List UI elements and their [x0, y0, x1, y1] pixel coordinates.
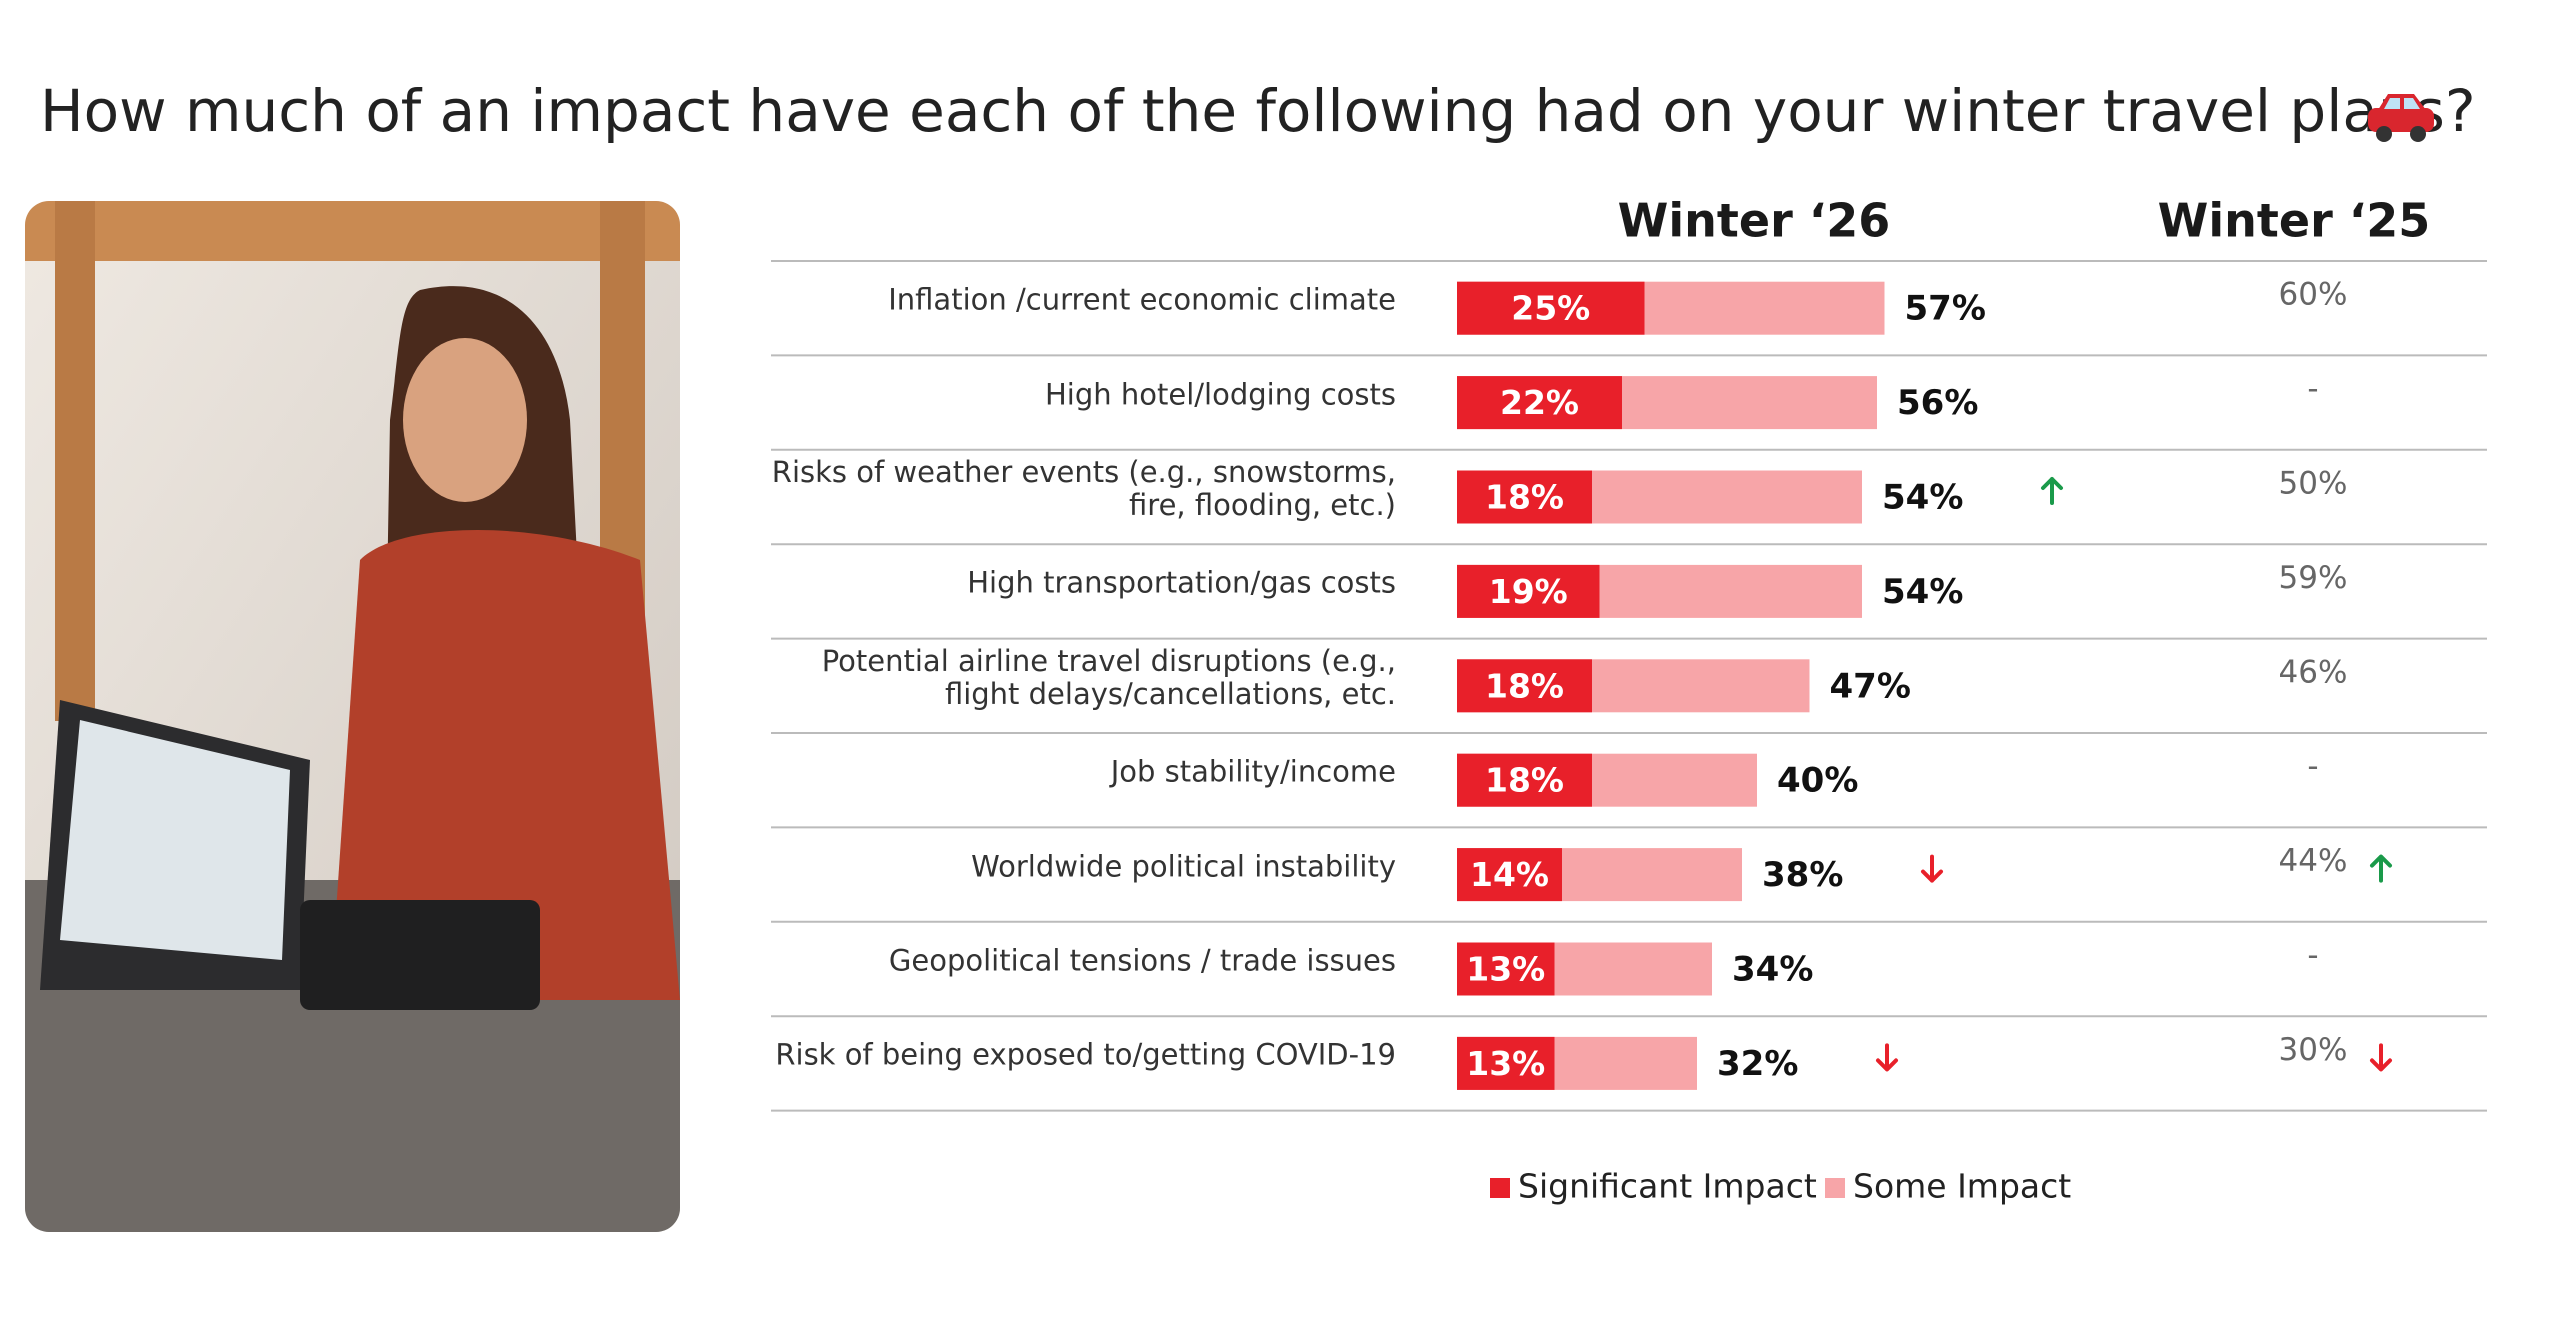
data-label: 56% [1897, 383, 1978, 423]
data-label: 38% [1762, 855, 1843, 895]
category-label: Potential airline travel disruptions (e.… [821, 643, 1396, 711]
data-label: 40% [1777, 761, 1858, 801]
data-label: 54% [1882, 572, 1963, 612]
category-label: Worldwide political instability [971, 849, 1396, 884]
car-icon [2368, 94, 2434, 142]
chart-title: How much of an impact have each of the f… [40, 77, 2476, 145]
category-label: Job stability/income [1110, 754, 1396, 789]
column-header: Winter ‘26 [1618, 194, 1891, 248]
trend-arrow [1876, 1043, 1898, 1072]
comparison-value: 59% [2279, 560, 2348, 596]
bar [1457, 564, 1600, 618]
comparison-value: - [2307, 938, 2318, 974]
data-label: 14% [1470, 855, 1549, 894]
data-label: 32% [1717, 1044, 1798, 1084]
comparison-value: 60% [2279, 277, 2348, 313]
data-label: 22% [1500, 383, 1579, 422]
bar [1457, 470, 1592, 524]
bar [1457, 942, 1555, 996]
trend-arrow [2041, 477, 2063, 505]
bar [1457, 376, 1622, 430]
category-label: Risk of being exposed to/getting COVID-1… [775, 1037, 1396, 1072]
data-label: 34% [1732, 950, 1813, 990]
bar [1457, 753, 1592, 807]
photo [25, 201, 680, 1232]
legend-label: Some Impact [1853, 1167, 2071, 1206]
data-label: 54% [1882, 478, 1963, 518]
data-label: 13% [1466, 1044, 1545, 1083]
bar [1457, 281, 1645, 335]
legend-label: Significant Impact [1518, 1167, 1817, 1206]
bar [1457, 659, 1592, 713]
trend-arrow [2370, 854, 2392, 883]
data-label: 57% [1905, 289, 1986, 329]
trend-arrow [2370, 1043, 2392, 1072]
data-label: 18% [1485, 761, 1564, 800]
comparison-value: 44% [2279, 843, 2348, 879]
data-label: 13% [1466, 950, 1545, 989]
comparison-value: 46% [2279, 654, 2348, 690]
category-label: High hotel/lodging costs [1045, 377, 1396, 412]
comparison-value: - [2307, 371, 2318, 407]
comparison-value: 30% [2279, 1032, 2348, 1068]
category-label: Inflation /current economic climate [888, 282, 1396, 317]
trend-arrow [1921, 854, 1943, 883]
category-label: High transportation/gas costs [967, 565, 1396, 600]
data-label: 18% [1485, 478, 1564, 517]
legend-swatch [1490, 1178, 1510, 1198]
column-header: Winter ‘25 [2158, 194, 2431, 248]
data-label: 25% [1511, 289, 1590, 328]
legend-swatch [1825, 1178, 1845, 1198]
comparison-value: 50% [2279, 466, 2348, 502]
bar [1457, 848, 1562, 902]
data-label: 19% [1489, 572, 1568, 611]
bar [1457, 1036, 1555, 1090]
data-label: 18% [1485, 666, 1564, 705]
category-label: Risks of weather events (e.g., snowstorm… [771, 455, 1396, 522]
category-label: Geopolitical tensions / trade issues [888, 943, 1396, 978]
comparison-value: - [2307, 749, 2318, 785]
data-label: 47% [1830, 666, 1911, 706]
